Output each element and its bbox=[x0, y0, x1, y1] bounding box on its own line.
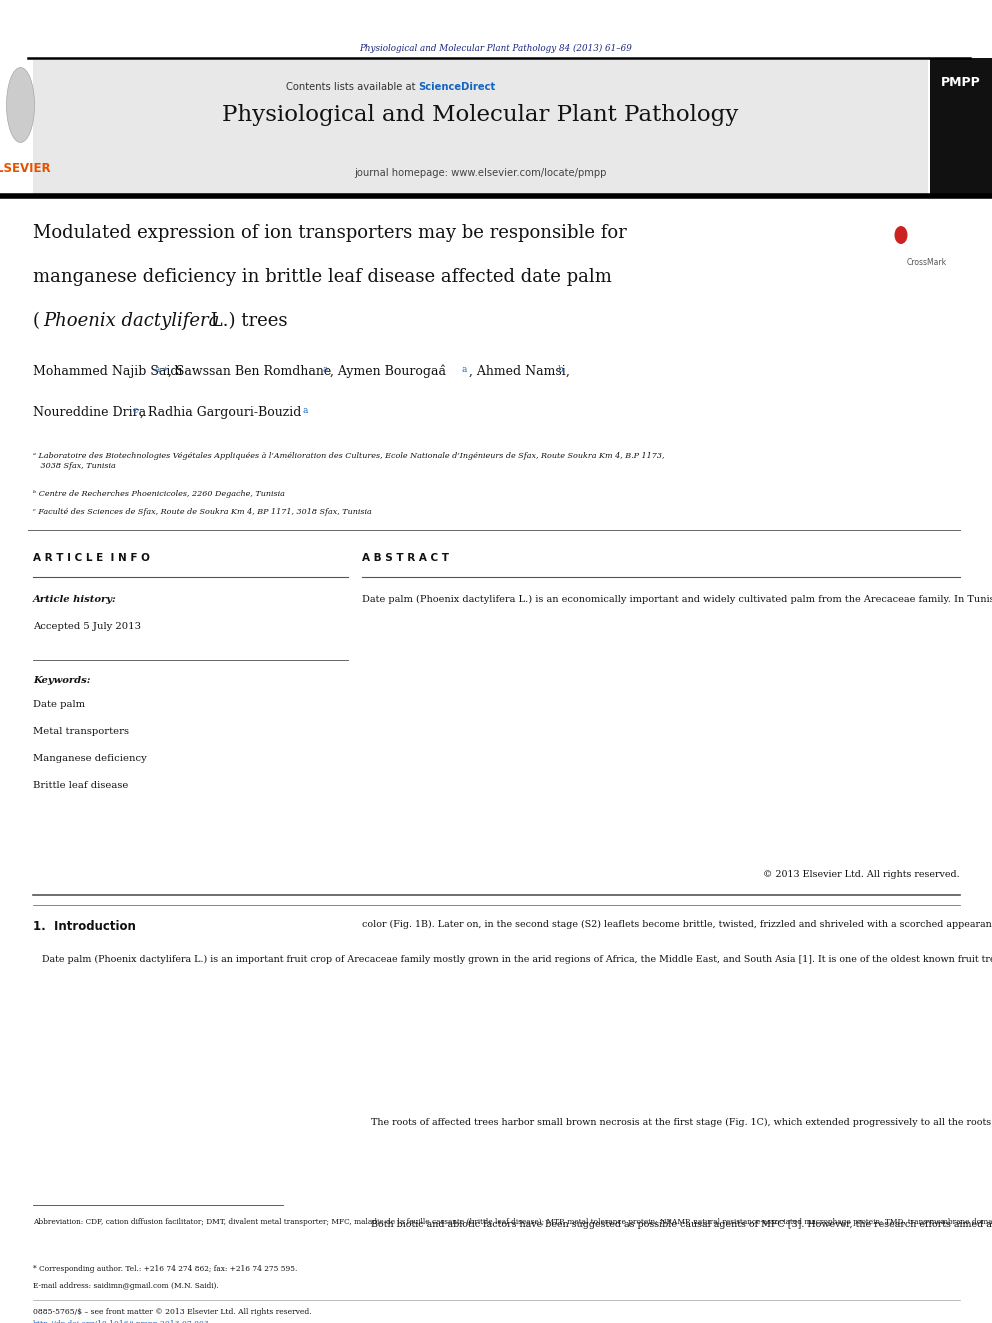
Text: , Sawssan Ben Romdhane: , Sawssan Ben Romdhane bbox=[168, 365, 331, 378]
Text: Metal transporters: Metal transporters bbox=[33, 728, 129, 736]
Text: Mohammed Najib Saidi: Mohammed Najib Saidi bbox=[33, 365, 183, 378]
Text: Date palm (Phoenix dactylifera L.) is an economically important and widely culti: Date palm (Phoenix dactylifera L.) is an… bbox=[362, 595, 992, 605]
Text: , Radhia Gargouri-Bouzid: , Radhia Gargouri-Bouzid bbox=[140, 406, 302, 419]
Text: 0885-5765/$ – see front matter © 2013 Elsevier Ltd. All rights reserved.: 0885-5765/$ – see front matter © 2013 El… bbox=[33, 1308, 311, 1316]
Text: Date palm (Phoenix dactylifera L.) is an important fruit crop of Arecaceae famil: Date palm (Phoenix dactylifera L.) is an… bbox=[33, 955, 992, 964]
Text: * Corresponding author. Tel.: +216 74 274 862; fax: +216 74 275 595.: * Corresponding author. Tel.: +216 74 27… bbox=[33, 1265, 298, 1273]
Bar bbox=[33, 60, 928, 194]
Ellipse shape bbox=[895, 226, 908, 243]
Text: CrossMark: CrossMark bbox=[907, 258, 947, 267]
Text: L.) trees: L.) trees bbox=[205, 312, 288, 329]
Text: a,∗: a,∗ bbox=[155, 365, 169, 374]
Text: c: c bbox=[132, 406, 137, 415]
Text: © 2013 Elsevier Ltd. All rights reserved.: © 2013 Elsevier Ltd. All rights reserved… bbox=[764, 871, 960, 878]
Text: A R T I C L E  I N F O: A R T I C L E I N F O bbox=[33, 553, 150, 564]
Text: ScienceDirect: ScienceDirect bbox=[419, 82, 496, 93]
Text: The roots of affected trees harbor small brown necrosis at the first stage (Fig.: The roots of affected trees harbor small… bbox=[362, 1118, 992, 1127]
Text: Phoenix dactylifera: Phoenix dactylifera bbox=[43, 312, 219, 329]
Text: a: a bbox=[461, 365, 466, 374]
Text: , Ahmed Namsi: , Ahmed Namsi bbox=[469, 365, 565, 378]
Text: , Aymen Bourogaâ: , Aymen Bourogaâ bbox=[330, 365, 446, 378]
Ellipse shape bbox=[7, 67, 35, 143]
Text: Article history:: Article history: bbox=[33, 595, 117, 605]
Text: E-mail address: saidimn@gmail.com (M.N. Saidi).: E-mail address: saidimn@gmail.com (M.N. … bbox=[33, 1282, 219, 1290]
Text: ᵃ Laboratoire des Biotechnologies Végétales Appliquées à l’Amélioration des Cult: ᵃ Laboratoire des Biotechnologies Végéta… bbox=[33, 452, 665, 470]
Text: journal homepage: www.elsevier.com/locate/pmpp: journal homepage: www.elsevier.com/locat… bbox=[354, 168, 607, 179]
Text: ᵇ Centre de Recherches Phoenicicoles, 2260 Degache, Tunisia: ᵇ Centre de Recherches Phoenicicoles, 22… bbox=[33, 490, 285, 497]
Text: manganese deficiency in brittle leaf disease affected date palm: manganese deficiency in brittle leaf dis… bbox=[33, 269, 612, 286]
Text: Accepted 5 July 2013: Accepted 5 July 2013 bbox=[33, 622, 141, 631]
Text: Abbreviation: CDF, cation diffusion facilitator; DMT, divalent metal transporter: Abbreviation: CDF, cation diffusion faci… bbox=[33, 1218, 992, 1226]
Text: ᶜ Faculté des Sciences de Sfax, Route de Soukra Km 4, BP 1171, 3018 Sfax, Tunisi: ᶜ Faculté des Sciences de Sfax, Route de… bbox=[33, 508, 372, 516]
Text: Physiological and Molecular Plant Pathology 84 (2013) 61–69: Physiological and Molecular Plant Pathol… bbox=[359, 44, 633, 53]
Text: Noureddine Drira: Noureddine Drira bbox=[33, 406, 146, 419]
Text: Manganese deficiency: Manganese deficiency bbox=[33, 754, 147, 763]
Bar bbox=[930, 58, 992, 194]
Text: Both biotic and abiotic factors have been suggested as possible causal agents of: Both biotic and abiotic factors have bee… bbox=[362, 1220, 992, 1229]
Text: a: a bbox=[302, 406, 308, 415]
Text: http://dx.doi.org/10.1016/j.pmpp.2013.07.003: http://dx.doi.org/10.1016/j.pmpp.2013.07… bbox=[33, 1320, 210, 1323]
Text: Contents lists available at: Contents lists available at bbox=[286, 82, 419, 93]
Text: ,: , bbox=[566, 365, 569, 378]
Text: A B S T R A C T: A B S T R A C T bbox=[362, 553, 449, 564]
Text: Date palm: Date palm bbox=[33, 700, 85, 709]
Text: (: ( bbox=[33, 312, 40, 329]
Text: ELSEVIER: ELSEVIER bbox=[0, 161, 52, 175]
Text: Modulated expression of ion transporters may be responsible for: Modulated expression of ion transporters… bbox=[33, 224, 627, 242]
Text: color (Fig. 1B). Later on, in the second stage (S2) leaflets become brittle, twi: color (Fig. 1B). Later on, in the second… bbox=[362, 919, 992, 929]
Text: a: a bbox=[322, 365, 327, 374]
Text: 1.  Introduction: 1. Introduction bbox=[33, 919, 136, 933]
Text: PMPP: PMPP bbox=[941, 75, 981, 89]
Text: Physiological and Molecular Plant Pathology: Physiological and Molecular Plant Pathol… bbox=[222, 105, 739, 126]
Text: Keywords:: Keywords: bbox=[33, 676, 90, 685]
Text: b: b bbox=[558, 365, 563, 374]
Text: Brittle leaf disease: Brittle leaf disease bbox=[33, 781, 128, 790]
